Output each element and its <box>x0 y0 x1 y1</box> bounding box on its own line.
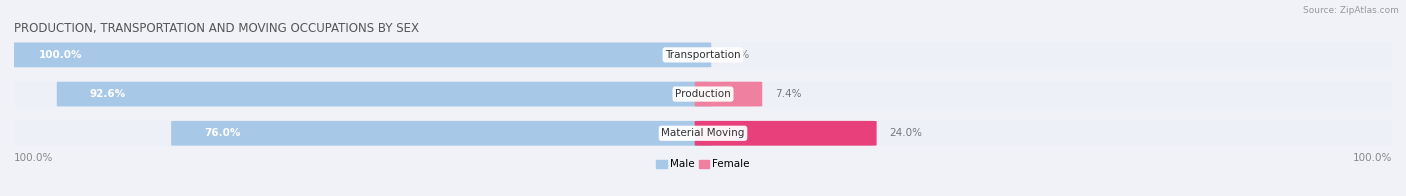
Text: 92.6%: 92.6% <box>90 89 127 99</box>
FancyBboxPatch shape <box>695 82 762 106</box>
Text: Transportation: Transportation <box>665 50 741 60</box>
Text: 0.0%: 0.0% <box>724 50 749 60</box>
Text: 7.4%: 7.4% <box>775 89 801 99</box>
FancyBboxPatch shape <box>695 121 876 146</box>
FancyBboxPatch shape <box>56 82 711 106</box>
Text: 100.0%: 100.0% <box>1353 153 1392 163</box>
Text: Production: Production <box>675 89 731 99</box>
FancyBboxPatch shape <box>6 43 711 67</box>
FancyBboxPatch shape <box>10 82 1396 107</box>
Text: PRODUCTION, TRANSPORTATION AND MOVING OCCUPATIONS BY SEX: PRODUCTION, TRANSPORTATION AND MOVING OC… <box>14 22 419 35</box>
Text: Source: ZipAtlas.com: Source: ZipAtlas.com <box>1303 6 1399 15</box>
FancyBboxPatch shape <box>172 121 711 146</box>
Legend: Male, Female: Male, Female <box>652 155 754 173</box>
Text: 76.0%: 76.0% <box>204 128 240 138</box>
Text: 100.0%: 100.0% <box>39 50 83 60</box>
FancyBboxPatch shape <box>10 121 1396 146</box>
Text: 24.0%: 24.0% <box>889 128 922 138</box>
FancyBboxPatch shape <box>10 42 1396 67</box>
Text: 100.0%: 100.0% <box>14 153 53 163</box>
Text: Material Moving: Material Moving <box>661 128 745 138</box>
